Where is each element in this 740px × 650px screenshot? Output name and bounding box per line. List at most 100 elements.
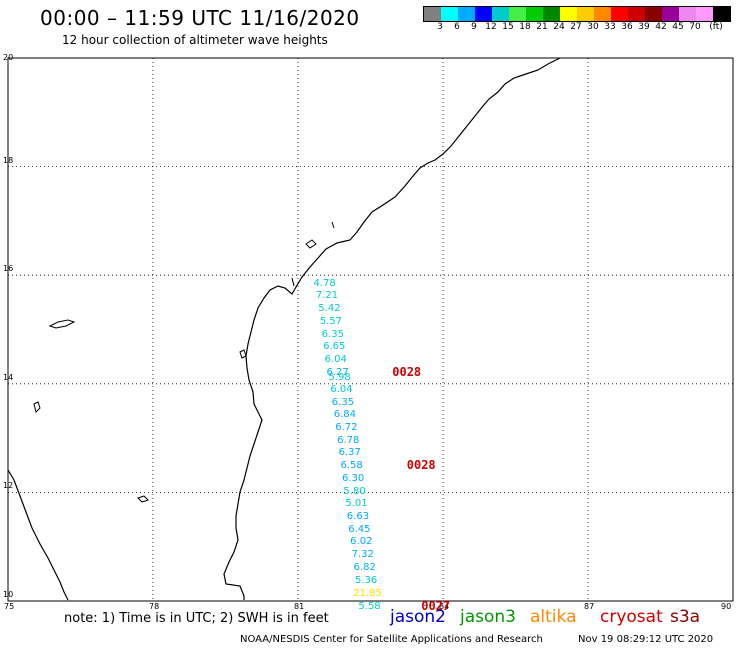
longitude-label: 75 bbox=[4, 602, 15, 611]
satellite-legend-jason3: jason3 bbox=[460, 607, 516, 627]
swh-value: 5.57 bbox=[319, 315, 342, 327]
lat-lon-grid bbox=[8, 58, 733, 601]
color-swatch bbox=[475, 7, 492, 21]
color-scale-label: 21 bbox=[536, 22, 548, 32]
swh-value: 6.72 bbox=[335, 421, 358, 433]
color-scale-label: 42 bbox=[655, 22, 667, 32]
color-scale-label: 3 bbox=[437, 22, 443, 32]
satellite-legend-s3a: s3a bbox=[670, 607, 701, 627]
color-scale-label: 24 bbox=[553, 22, 565, 32]
color-scale-label: 45 bbox=[672, 22, 684, 32]
credit-text: NOAA/NESDIS Center for Satellite Applica… bbox=[240, 634, 543, 645]
swh-value: 5.80 bbox=[343, 485, 366, 497]
island-2 bbox=[33, 401, 41, 413]
swh-value: 6.84 bbox=[333, 409, 357, 421]
swh-value: 7.21 bbox=[315, 290, 339, 302]
latitude-label: 16 bbox=[3, 264, 14, 274]
swh-value: 6.82 bbox=[353, 562, 376, 574]
color-swatch bbox=[611, 7, 628, 21]
longitude-label: 87 bbox=[584, 602, 595, 611]
latitude-label: 14 bbox=[3, 372, 14, 382]
swh-value: 6.35 bbox=[331, 396, 355, 408]
swh-value: 5.01 bbox=[345, 498, 368, 510]
island-3 bbox=[137, 495, 149, 503]
swh-value: 6.04 bbox=[324, 354, 347, 366]
map-title: 00:00 – 11:59 UTC 11/16/2020 bbox=[40, 6, 360, 30]
island-6 bbox=[331, 221, 335, 229]
island-1 bbox=[48, 319, 76, 329]
latitude-label: 10 bbox=[3, 590, 14, 599]
color-swatch bbox=[458, 7, 475, 21]
footer-note: note: 1) Time is in UTC; 2) SWH is in fe… bbox=[64, 611, 329, 626]
pass-number: 0028 bbox=[406, 458, 436, 473]
satellite-legend-altika: altika bbox=[530, 607, 577, 627]
color-swatch bbox=[577, 7, 594, 21]
color-swatch bbox=[526, 7, 543, 21]
color-swatch bbox=[441, 7, 458, 21]
color-scale-label: 33 bbox=[604, 22, 616, 32]
color-swatch bbox=[509, 7, 526, 21]
latitude-label: 18 bbox=[3, 155, 14, 165]
island-7 bbox=[291, 277, 295, 287]
color-scale-bar bbox=[423, 6, 731, 22]
swh-value: 21.85 bbox=[353, 587, 382, 599]
longitude-label: 90 bbox=[721, 602, 732, 611]
swh-value: 5.98 bbox=[328, 372, 351, 384]
color-swatch bbox=[560, 7, 577, 21]
color-swatch bbox=[679, 7, 696, 21]
latitude-label: 12 bbox=[3, 481, 14, 491]
swh-value: 5.58 bbox=[358, 600, 381, 612]
satellite-legend-cryosat: cryosat bbox=[600, 607, 663, 627]
color-swatch bbox=[713, 7, 730, 21]
swh-value: 6.63 bbox=[346, 511, 370, 523]
latitude-label: 20 bbox=[3, 53, 14, 62]
swh-value: 5.36 bbox=[355, 574, 378, 586]
color-swatch bbox=[543, 7, 560, 21]
color-scale-label: 6 bbox=[454, 22, 460, 32]
pass-number: 0027 bbox=[421, 598, 451, 613]
swh-value: 6.30 bbox=[341, 472, 365, 484]
generation-timestamp: Nov 19 08:29:12 UTC 2020 bbox=[578, 634, 714, 645]
color-swatch bbox=[645, 7, 662, 21]
swh-value: 6.78 bbox=[337, 434, 360, 446]
satellite-legend-jason2: jason2 bbox=[390, 607, 446, 627]
longitude-label: 84 bbox=[439, 602, 450, 611]
color-scale-label: 70 bbox=[689, 22, 701, 32]
color-scale-label: 27 bbox=[570, 22, 582, 32]
color-scale-label: 18 bbox=[519, 22, 531, 32]
coastline-india-east bbox=[223, 57, 561, 600]
color-scale-label: (ft) bbox=[709, 22, 723, 32]
swh-value: 6.45 bbox=[348, 523, 371, 535]
swh-value: 6.04 bbox=[330, 384, 353, 396]
color-swatch bbox=[696, 7, 713, 21]
color-scale-labels: 3 6 9 12 15 18 21 24 27 30 33 36 39 42 45 70 (ft) bbox=[423, 22, 740, 36]
map-subtitle: 12 hour collection of altimeter wave hei… bbox=[62, 33, 328, 47]
swh-value: 7.32 bbox=[351, 549, 374, 561]
color-scale-label: 36 bbox=[621, 22, 633, 32]
island-5 bbox=[305, 239, 317, 249]
swh-value: 6.65 bbox=[323, 341, 346, 353]
longitude-label: 78 bbox=[149, 602, 160, 611]
color-swatch bbox=[662, 7, 679, 21]
color-scale-label: 30 bbox=[587, 22, 599, 32]
pass-number: 0028 bbox=[392, 364, 422, 379]
color-scale-label: 9 bbox=[471, 22, 477, 32]
color-scale-label: 12 bbox=[485, 22, 497, 32]
coastline-west bbox=[7, 469, 69, 601]
swh-value: 5.42 bbox=[318, 303, 341, 315]
swh-value: 6.58 bbox=[340, 460, 363, 472]
map-frame bbox=[7, 57, 734, 602]
island-4 bbox=[239, 349, 247, 359]
color-swatch bbox=[424, 7, 441, 21]
color-swatch bbox=[628, 7, 645, 21]
swh-value: 6.02 bbox=[350, 536, 373, 548]
color-swatch bbox=[492, 7, 509, 21]
longitude-label: 81 bbox=[294, 602, 305, 611]
color-scale-label: 39 bbox=[638, 22, 650, 32]
swh-value: 4.78 bbox=[313, 278, 336, 290]
swh-value: 6.37 bbox=[338, 447, 361, 459]
color-scale-label: 15 bbox=[502, 22, 514, 32]
swh-value: 6.27 bbox=[326, 366, 349, 378]
swh-value: 6.35 bbox=[321, 328, 344, 340]
